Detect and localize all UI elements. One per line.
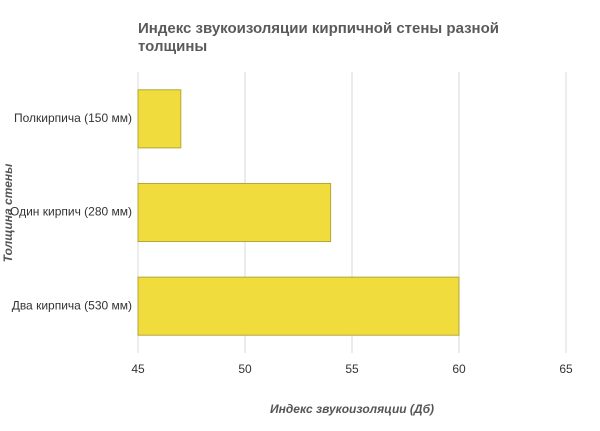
bar: [137, 182, 332, 243]
x-axis-title: Индекс звукоизоляции (Дб): [270, 402, 434, 416]
x-tick-label: 65: [559, 362, 573, 376]
y-axis-title: Толщина стены: [1, 163, 15, 263]
bar: [137, 89, 182, 149]
y-tick-label: Полкирпича (150 мм): [14, 111, 132, 125]
y-tick-label: Два кирпича (530 мм): [12, 298, 132, 312]
chart-title: Индекс звукоизоляции кирпичной стены раз…: [138, 20, 499, 55]
x-tick-label: 60: [452, 362, 466, 376]
x-tick-label: 55: [345, 362, 359, 376]
x-tick-label: 45: [131, 362, 145, 376]
x-tick-label: 50: [238, 362, 252, 376]
bar: [137, 276, 460, 336]
y-tick-label: Один кирпич (280 мм): [10, 205, 132, 219]
